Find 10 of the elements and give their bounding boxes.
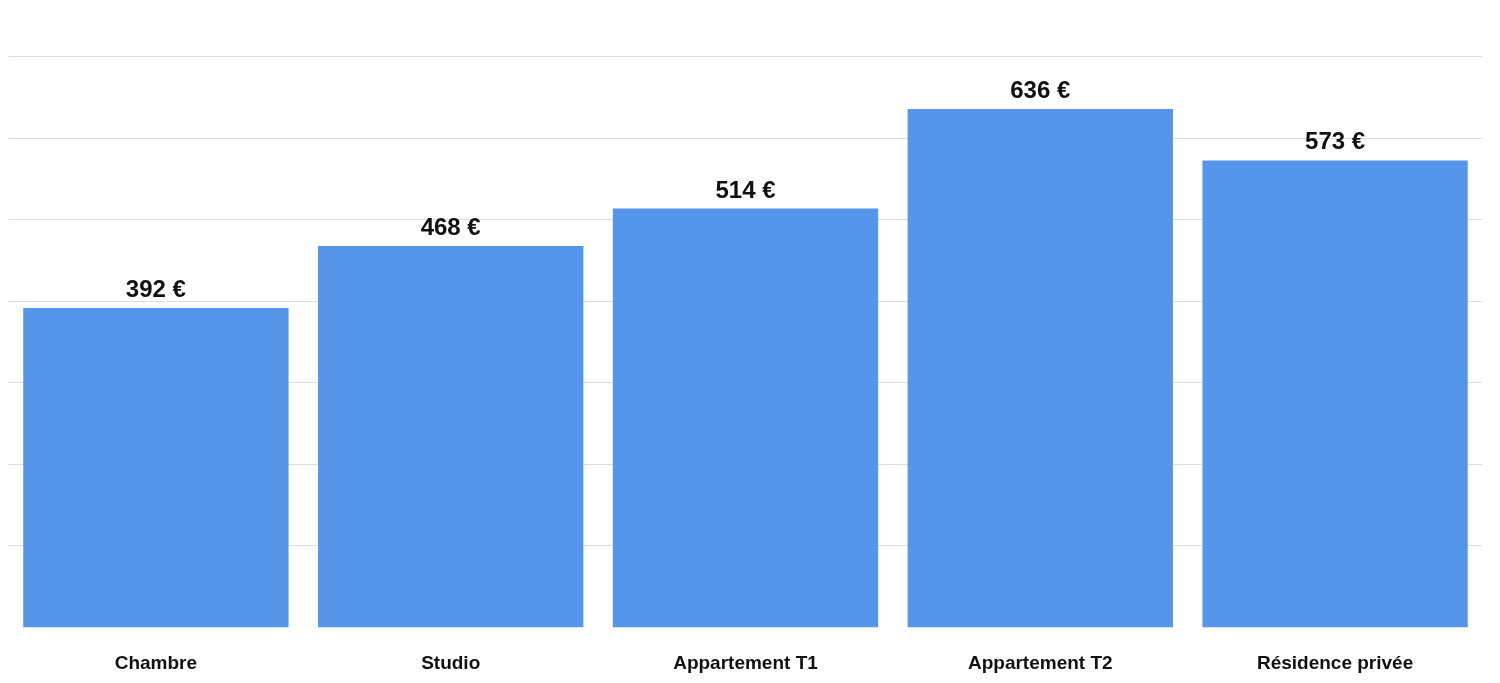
data-label: 468 € [420, 213, 481, 240]
data-label: 573 € [1305, 127, 1366, 155]
data-label: 636 € [1010, 76, 1071, 104]
x-tick-label: Studio [421, 651, 481, 673]
x-tick-label: Appartement T2 [967, 651, 1113, 673]
data-label: 514 € [715, 175, 776, 203]
x-tick-label: Chambre [114, 651, 198, 673]
x-tick-label: Résidence privée [1256, 651, 1414, 673]
data-label: 392 € [125, 274, 186, 302]
x-tick-label: Appartement T1 [673, 651, 819, 673]
